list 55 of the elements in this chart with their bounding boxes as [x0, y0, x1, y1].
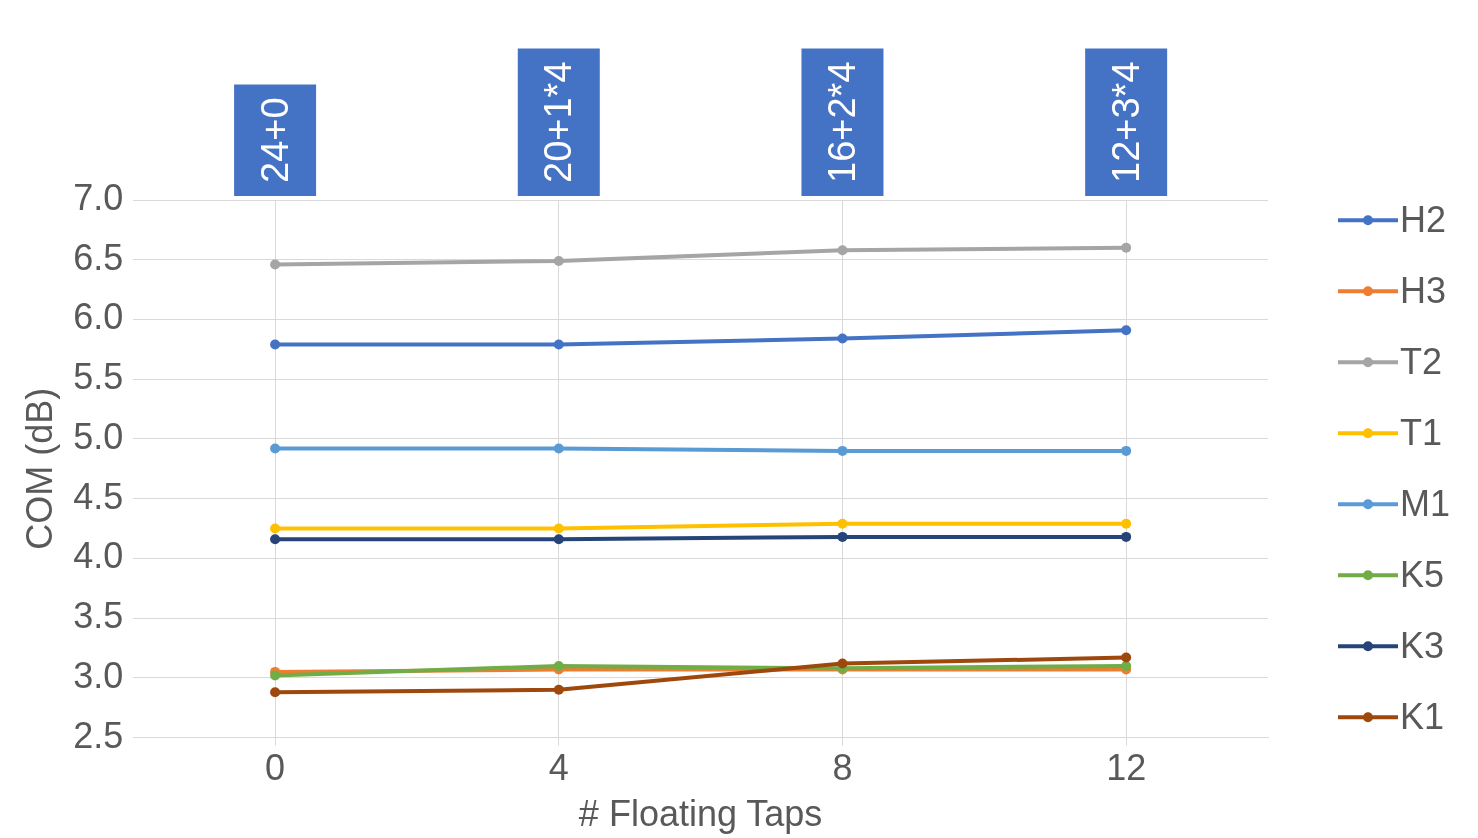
legend-label: K5: [1400, 554, 1445, 596]
legend-label: H3: [1400, 270, 1447, 312]
point: [837, 333, 848, 344]
point: [1121, 518, 1132, 529]
legend-label: T1: [1400, 412, 1443, 454]
y-axis-title: COM (dB): [18, 387, 60, 550]
point: [270, 534, 281, 545]
point: [1121, 325, 1132, 336]
point: [270, 670, 281, 681]
point: [1121, 531, 1132, 542]
legend-label: H2: [1400, 199, 1447, 241]
x-tick-label: 8: [832, 747, 853, 789]
point: [1121, 660, 1132, 671]
point: [553, 660, 564, 671]
point: [270, 259, 281, 270]
y-tick-label: 2.5: [73, 714, 124, 756]
legend-label: K1: [1400, 696, 1445, 738]
y-tick-label: 6.0: [73, 296, 124, 338]
text: 20+1*4: [537, 61, 580, 183]
point: [553, 534, 564, 545]
x-tick-label: 4: [548, 747, 569, 789]
legend-label: M1: [1400, 483, 1451, 525]
y-tick-label: 4.0: [73, 535, 124, 577]
x-tick-label: 12: [1106, 747, 1147, 789]
point: [553, 523, 564, 534]
point: [1121, 445, 1132, 456]
point: [837, 245, 848, 256]
y-tick-label: 5.5: [73, 356, 124, 398]
legend-label: K3: [1400, 625, 1445, 667]
point: [1121, 242, 1132, 253]
text: 24+0: [253, 97, 296, 183]
y-tick-label: 4.5: [73, 475, 124, 517]
x-tick-label: 0: [265, 747, 286, 789]
text: 16+2*4: [820, 61, 863, 183]
x-axis-title: # Floating Taps: [578, 793, 823, 835]
point: [837, 445, 848, 456]
point: [553, 339, 564, 350]
point: [270, 339, 281, 350]
text: 12+3*4: [1104, 61, 1147, 183]
point: [837, 658, 848, 669]
point: [837, 531, 848, 542]
y-tick-label: 3.0: [73, 654, 124, 696]
point: [270, 523, 281, 534]
y-tick-label: 3.5: [73, 595, 124, 637]
point: [1121, 652, 1132, 663]
y-tick-label: 7.0: [73, 176, 124, 218]
point: [553, 443, 564, 454]
y-tick-label: 6.5: [73, 236, 124, 278]
point: [270, 687, 281, 698]
y-tick-label: 5.0: [73, 415, 124, 457]
legend-label: T2: [1400, 341, 1443, 383]
point: [553, 684, 564, 695]
point: [553, 255, 564, 266]
point: [270, 443, 281, 454]
point: [837, 518, 848, 529]
